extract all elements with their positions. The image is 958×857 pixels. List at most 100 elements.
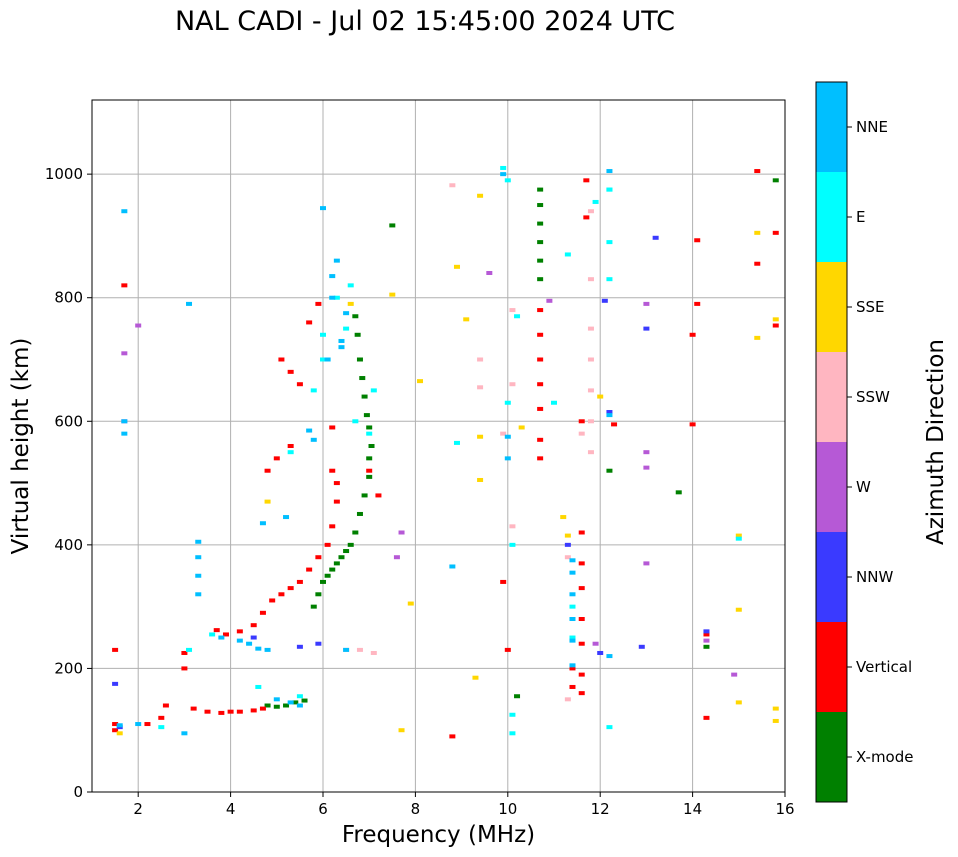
colorbar-label: SSE [856, 298, 885, 316]
data-point [643, 301, 650, 306]
data-point [236, 629, 243, 634]
data-point [112, 681, 119, 686]
data-point [537, 437, 544, 442]
data-point [569, 558, 576, 563]
data-point [638, 644, 645, 649]
series-nne [116, 169, 613, 736]
data-point [587, 450, 594, 455]
data-point [472, 675, 479, 680]
data-point [592, 641, 599, 646]
data-point [606, 187, 613, 192]
data-point [250, 708, 257, 713]
chart-title: NAL CADI - Jul 02 15:45:00 2024 UTC [174, 6, 676, 37]
data-point [366, 474, 373, 479]
data-point [329, 295, 336, 300]
data-point [597, 650, 604, 655]
data-point [652, 235, 659, 240]
colorbar-segment [816, 712, 847, 802]
data-point [366, 468, 373, 473]
data-point [121, 419, 128, 424]
data-point [643, 561, 650, 566]
data-point [283, 703, 290, 708]
data-point [195, 573, 202, 578]
data-point [398, 530, 405, 535]
data-point [112, 722, 119, 727]
data-point [204, 709, 211, 714]
data-point [537, 240, 544, 245]
data-point [190, 706, 197, 711]
data-point [296, 382, 303, 387]
data-point [368, 444, 375, 448]
data-point [144, 722, 151, 727]
data-point [537, 382, 544, 387]
data-point [578, 530, 585, 535]
data-point [578, 641, 585, 646]
data-point [195, 539, 202, 544]
data-point [453, 440, 460, 445]
data-point [333, 561, 340, 566]
data-marks [112, 165, 779, 739]
data-point [236, 709, 243, 714]
data-point [564, 697, 571, 702]
data-point [306, 567, 313, 572]
data-point [578, 431, 585, 436]
data-point [509, 731, 516, 736]
data-point [195, 592, 202, 597]
data-point [361, 394, 368, 399]
data-point [689, 422, 696, 427]
data-point [315, 641, 322, 646]
colorbar-label: E [856, 208, 865, 226]
data-point [694, 301, 701, 306]
data-point [315, 555, 322, 560]
data-point [287, 586, 294, 591]
data-point [587, 388, 594, 393]
colorbar-label: X-mode [856, 748, 913, 766]
data-point [569, 570, 576, 575]
data-point [278, 357, 285, 362]
data-point [477, 357, 484, 362]
data-point [772, 178, 779, 183]
y-tick-label: 200 [54, 659, 83, 677]
y-tick-label: 0 [73, 783, 83, 801]
x-tick-label: 16 [775, 800, 794, 818]
data-point [509, 308, 516, 313]
colorbar-frame [815, 81, 848, 803]
data-point [181, 666, 188, 671]
data-point [587, 277, 594, 282]
data-point [227, 709, 234, 714]
series-vertical [112, 169, 779, 739]
data-point [343, 549, 350, 554]
data-point [504, 456, 511, 461]
data-point [356, 511, 363, 516]
data-point [112, 728, 119, 733]
plot-frame [91, 99, 786, 793]
data-point [569, 635, 576, 640]
data-point [703, 629, 710, 634]
data-point [564, 555, 571, 560]
data-point [569, 592, 576, 597]
y-axis-ticks: 0 200 400 600 800 1000 [45, 165, 92, 801]
data-point [772, 718, 779, 723]
data-point [264, 499, 271, 504]
data-point [606, 654, 613, 659]
data-point [537, 332, 544, 337]
data-point [504, 434, 511, 439]
data-point [329, 425, 336, 430]
data-point [116, 723, 123, 728]
data-point [772, 230, 779, 235]
data-point [606, 277, 613, 282]
data-point [269, 598, 276, 603]
series-sse [116, 193, 779, 736]
data-point [509, 524, 516, 529]
data-point [264, 468, 271, 473]
data-point [296, 644, 303, 649]
x-tick-label: 14 [683, 800, 702, 818]
data-point [703, 632, 710, 637]
colorbar-label: Vertical [856, 658, 912, 676]
data-point [675, 490, 682, 495]
data-point [601, 298, 608, 303]
data-point [292, 700, 299, 705]
data-point [273, 456, 280, 461]
data-point [181, 650, 188, 655]
